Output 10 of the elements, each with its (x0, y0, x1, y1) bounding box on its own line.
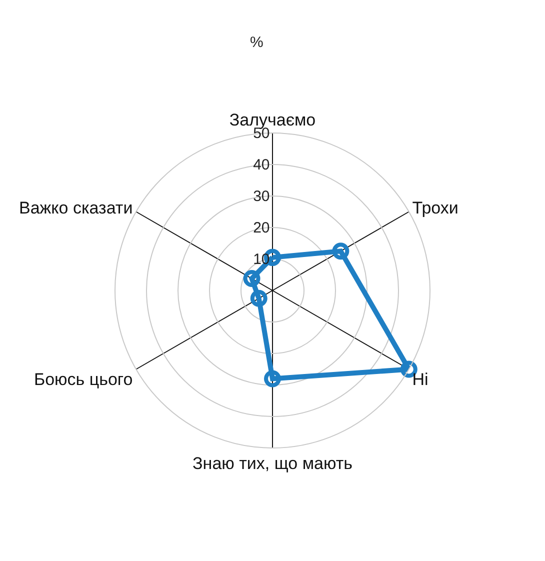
spoke-label: Ні (412, 370, 428, 389)
spoke-label: Трохи (412, 198, 458, 218)
text: % (250, 34, 264, 51)
spoke-label: Знаю тих, що мають (192, 454, 353, 473)
spoke-label: Важко сказати (19, 198, 133, 218)
y-tick-label: 20 (253, 219, 270, 236)
y-tick-label: 30 (253, 188, 270, 205)
spoke-label: Залучаємо (229, 110, 316, 130)
spoke-label: Боюсь цього (34, 370, 133, 389)
y-tick-label: 40 (253, 156, 270, 174)
